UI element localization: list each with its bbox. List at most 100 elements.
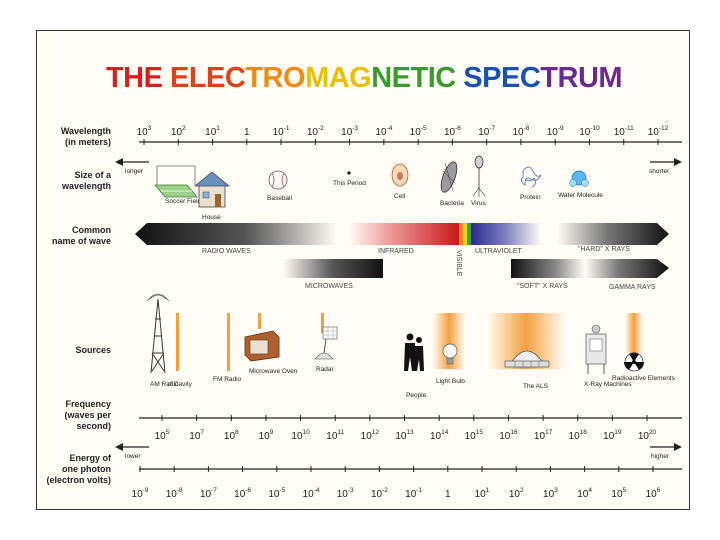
ultraviolet-band [471, 223, 541, 245]
wavelength-tick-label: 10-5 [410, 125, 427, 138]
als-building-icon [504, 350, 550, 368]
bacteria-label: Bacteria [440, 200, 464, 207]
frequency-tick-label: 1016 [499, 429, 518, 442]
visible-yellow [463, 223, 467, 245]
people-icon [404, 333, 424, 371]
visible-label: VISIBLE [455, 250, 462, 277]
bacteria-icon [440, 161, 458, 193]
higher-label: higher [651, 453, 670, 460]
house-label: House [202, 214, 221, 221]
lower-label: lower [125, 453, 141, 460]
title-segment: TRUM [540, 62, 622, 94]
hard-xrays-label: "HARD" X RAYS [578, 246, 630, 253]
house-icon [193, 171, 231, 208]
radioactive-icon [624, 352, 644, 372]
energy-tick-label: 102 [509, 487, 524, 500]
xray-machines-label: X-Ray Machines [584, 381, 632, 388]
wavelength-tick-label: 10-7 [478, 125, 495, 138]
frequency-tick-label: 1014 [430, 429, 449, 442]
protein-icon [520, 166, 542, 188]
frequency-tick-label: 1015 [465, 429, 484, 442]
radio-waves-band [135, 223, 337, 245]
frequency-row-label: Frequency (waves per second) [64, 399, 111, 431]
sources: AM Radio rf Cavity FM Radio Microwave Ov… [146, 293, 676, 399]
energy-tick-label: 101 [475, 487, 490, 500]
wavelength-tick-label: 10-1 [273, 125, 290, 138]
title-segment: ELEC [170, 62, 246, 94]
wavelength-tick-label: 102 [171, 125, 186, 138]
am-radio-label: AM Radio [150, 381, 179, 388]
longer-label: longer [125, 168, 144, 175]
xray-machine-icon [585, 324, 607, 374]
energy-row-label: Energy of one photon (electron volts) [46, 453, 112, 485]
cell-icon [391, 163, 409, 187]
water-molecule-label: Water Molecule [558, 192, 603, 199]
virus-icon [472, 155, 486, 197]
infrared-band [349, 223, 459, 245]
energy-tick-label: 106 [646, 487, 661, 500]
frequency-tick-label: 1010 [291, 429, 310, 442]
radar-dish-icon [314, 313, 338, 360]
visible-green [467, 223, 471, 245]
title-segment: SPEC [463, 62, 541, 94]
title-segment: MAG [305, 62, 371, 94]
frequency-tick-label: 1019 [603, 429, 622, 442]
water-molecule-icon [569, 170, 589, 187]
sources-row-label: Sources [75, 345, 111, 355]
wavelength-tick-label: 10-3 [341, 125, 358, 138]
rf-cavity-bar [176, 313, 179, 371]
shorter-arrow-head [674, 158, 682, 166]
spectrum-diagram: THE ELECTROMAGNETIC SPECTRUM Wavelength(… [46, 62, 682, 500]
microwave-oven-icon [244, 313, 280, 362]
frequency-tick-label: 1020 [638, 429, 657, 442]
wavelength-tick-label: 10-12 [648, 125, 669, 138]
title-segment: THE [106, 62, 170, 94]
size-row-label: Size of a wavelength [61, 170, 112, 191]
energy-tick-label: 104 [577, 487, 592, 500]
frequency-tick-label: 1017 [534, 429, 553, 442]
frequency-tick-label: 1011 [326, 429, 344, 442]
title-segment: TRO [245, 62, 305, 94]
lower-arrow-head [115, 443, 123, 451]
frequency-tick-label: 108 [224, 429, 239, 442]
radio-waves-label: RADIO WAVES [202, 248, 251, 255]
soccer-field-label: Soccer Field [165, 198, 202, 205]
wavelength-tick-label: 101 [205, 125, 220, 138]
visible-orange [459, 223, 463, 245]
microwaves-label: MICROWAVES [305, 283, 353, 290]
rf-cavity-label: rf Cavity [168, 381, 193, 388]
radar-label: Radar [316, 366, 335, 373]
wavelength-direction: longer shorter [115, 158, 682, 175]
microwaves-band [283, 259, 383, 278]
energy-tick-label: 10-3 [337, 487, 354, 500]
poster-title: THE ELECTROMAGNETIC SPECTRUM [106, 62, 622, 94]
gamma-rays-band [585, 259, 669, 278]
soft-xrays-label: "SOFT" X RAYS [517, 283, 568, 290]
wavelength-tick-label: 10-8 [512, 125, 529, 138]
energy-tick-label: 1 [445, 489, 451, 500]
frequency-tick-label: 1018 [569, 429, 588, 442]
spectrum-poster: THE ELECTROMAGNETIC SPECTRUM Wavelength(… [36, 30, 690, 510]
wavelength-tick-label: 10-4 [375, 125, 392, 138]
fm-radio-label: FM Radio [213, 376, 242, 383]
shorter-label: shorter [649, 168, 670, 175]
energy-tick-label: 10-1 [405, 487, 422, 500]
wavelength-row-label: Wavelength (in meters) [61, 126, 111, 147]
wavelength-tick-label: 10-10 [579, 125, 600, 138]
wavelength-tick-label: 103 [137, 125, 152, 138]
energy-tick-label: 10-8 [166, 487, 183, 500]
energy-tick-label: 103 [543, 487, 558, 500]
gamma-rays-label: GAMMA RAYS [609, 284, 656, 291]
ultraviolet-label: ULTRAVIOLET [475, 248, 523, 255]
baseball-icon [268, 170, 288, 190]
longer-arrow-head [115, 158, 123, 166]
common-name-row-label: Common name of wave [52, 225, 111, 246]
soft-xrays-band [511, 259, 585, 278]
energy-tick-label: 10-6 [234, 487, 251, 500]
energy-axis: 10-9 10-8 10-7 10-6 10-5 10-4 10-3 10-2 10-1 1 101… [132, 466, 682, 500]
wavelength-tick-label: 1 [244, 127, 250, 138]
baseball-label: Baseball [267, 195, 292, 202]
period-dot-icon [347, 171, 351, 175]
frequency-tick-label: 107 [189, 429, 204, 442]
radioactive-label: Radioactive Elements [612, 375, 676, 382]
